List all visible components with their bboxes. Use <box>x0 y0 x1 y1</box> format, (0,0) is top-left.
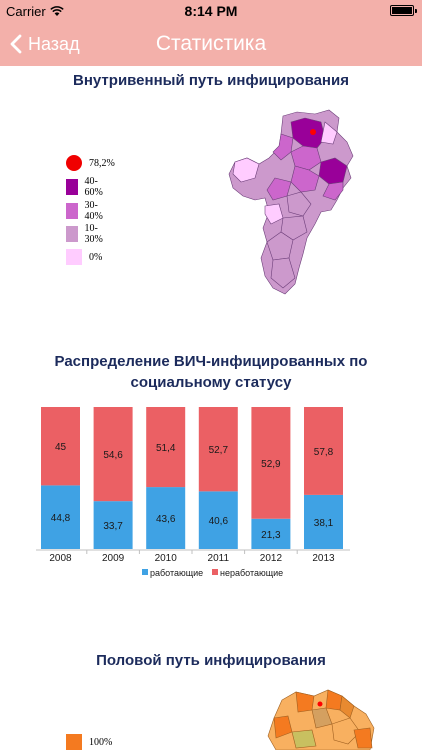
x-tick-label: 2010 <box>155 553 178 564</box>
section-title-line-1: Распределение ВИЧ-инфицированных по <box>54 353 368 370</box>
wifi-icon <box>50 5 64 20</box>
legend-swatch <box>66 249 82 265</box>
bar-employed <box>304 494 343 549</box>
status-bar: Carrier 8:14 PM <box>0 0 422 22</box>
chart-legend-label: работающие <box>150 568 203 578</box>
carrier-label: Carrier <box>6 4 46 19</box>
battery-icon <box>390 5 417 16</box>
region-map-sexual <box>267 689 375 750</box>
x-tick-label: 2011 <box>208 553 230 564</box>
legend-swatch <box>66 179 78 195</box>
data-label-unemployed: 45 <box>55 442 67 453</box>
x-tick-label: 2008 <box>49 553 72 564</box>
bar-unemployed <box>93 407 133 502</box>
legend-label: 78,2% <box>89 157 115 169</box>
legend-swatch <box>66 155 82 171</box>
section-title-social-status: Распределение ВИЧ-инфицированных по соци… <box>0 351 422 393</box>
data-label-unemployed: 52,9 <box>261 459 281 470</box>
legend-label: 40-60% <box>84 176 103 198</box>
bar-employed <box>198 491 238 549</box>
bar-unemployed <box>146 407 186 488</box>
x-tick-label: 2013 <box>312 553 335 564</box>
legend-swatch <box>66 203 78 219</box>
social-status-chart: 44,8 45 33,7 54,6 43,6 51,4 40,6 52,7 21,3 52,9 38… <box>36 407 350 578</box>
section-title-sexual: Половой путь инфицирования <box>96 652 326 669</box>
x-tick-label: 2009 <box>102 553 125 564</box>
legend-item: 10-30% <box>66 223 107 245</box>
legend-item: 78,2% <box>66 155 115 171</box>
back-button[interactable]: Назад <box>10 32 80 56</box>
legend-item: 100% <box>66 734 112 750</box>
chart-legend-label: неработающие <box>220 568 283 578</box>
data-label-employed: 38,1 <box>314 518 334 529</box>
data-label-employed: 21,3 <box>261 530 281 541</box>
back-button-label: Назад <box>28 33 80 54</box>
legend-label: 10-30% <box>84 223 103 245</box>
legend-item: 0% <box>66 249 102 265</box>
bar-unemployed <box>41 407 80 486</box>
nav-bar: Назад Статистика <box>0 22 422 66</box>
bar-employed <box>93 501 133 549</box>
section-title-intravenous: Внутривенный путь инфицирования <box>73 72 349 89</box>
data-label-unemployed: 52,7 <box>209 445 229 456</box>
data-label-employed: 33,7 <box>103 521 123 532</box>
data-label-unemployed: 54,6 <box>103 450 123 461</box>
bar-employed <box>251 518 291 549</box>
region-map-intravenous <box>228 109 354 295</box>
bar-employed <box>146 487 186 549</box>
legend-item: 40-60% <box>66 176 107 198</box>
bar-unemployed <box>251 407 291 519</box>
data-label-unemployed: 51,4 <box>156 443 176 454</box>
bar-unemployed <box>198 407 238 492</box>
status-time: 8:14 PM <box>184 3 238 19</box>
data-label-employed: 43,6 <box>156 514 176 525</box>
chart-legend-swatch <box>142 569 148 575</box>
legend-label: 30-40% <box>84 200 103 222</box>
legend-swatch <box>66 226 78 242</box>
bar-unemployed <box>304 407 343 495</box>
legend-item: 30-40% <box>66 200 107 222</box>
page-title: Статистика <box>155 32 267 55</box>
legend-swatch <box>66 734 82 750</box>
legend-label: 100% <box>89 736 113 748</box>
legend-label: 0% <box>89 251 103 263</box>
bar-employed <box>41 485 80 549</box>
chart-legend-swatch <box>212 569 218 575</box>
chevron-left-icon <box>10 34 22 54</box>
section-title-line-2: социальному статусу <box>130 374 292 391</box>
x-tick-label: 2012 <box>260 553 283 564</box>
data-label-employed: 44,8 <box>51 513 71 524</box>
data-label-unemployed: 57,8 <box>314 447 334 458</box>
data-label-employed: 40,6 <box>209 516 229 527</box>
